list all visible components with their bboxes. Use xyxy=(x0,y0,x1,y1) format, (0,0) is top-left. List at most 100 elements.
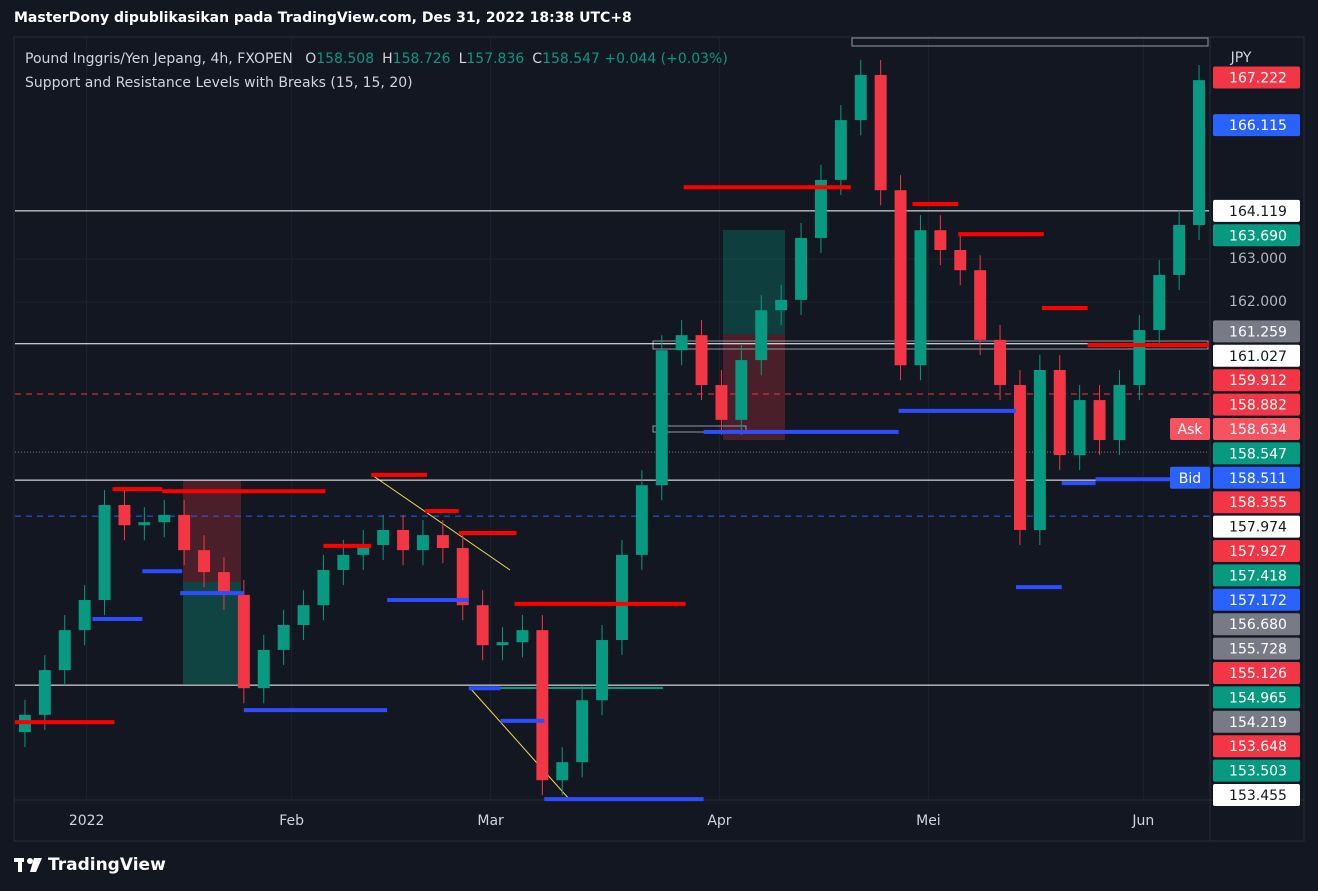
ohlc-label: C xyxy=(532,51,543,67)
candle-body xyxy=(118,505,131,526)
candle-body xyxy=(854,74,867,121)
candle-body xyxy=(297,605,310,625)
candle-body xyxy=(1193,80,1206,226)
price-tag xyxy=(1213,369,1300,392)
symbol: Pound Inggris/Yen Jepang, 4h, FXOPEN xyxy=(25,51,293,67)
candle-body xyxy=(198,550,211,573)
position-box xyxy=(183,480,241,582)
candle-body xyxy=(655,350,668,486)
candle-body xyxy=(257,649,270,689)
candle-body xyxy=(1033,369,1046,530)
candle-body xyxy=(1013,385,1026,530)
trend-line xyxy=(371,474,511,571)
candle-body xyxy=(695,335,708,386)
candle-body xyxy=(476,605,489,646)
price-tag xyxy=(1213,393,1300,416)
ohlc-value: 158.726 xyxy=(392,51,451,67)
price-tag-label: 158.882 xyxy=(1229,398,1287,414)
candle-body xyxy=(337,554,350,570)
candle-body xyxy=(556,762,569,781)
x-tick-label: Apr xyxy=(707,813,731,829)
price-tag-label: 158.355 xyxy=(1229,495,1287,511)
indicator: Support and Resistance Levels with Break… xyxy=(25,75,413,91)
price-tag xyxy=(1213,66,1300,89)
candle-body xyxy=(516,630,529,643)
candle-body xyxy=(436,535,449,549)
price-tag-label: 161.027 xyxy=(1229,349,1287,365)
candle-body xyxy=(178,514,191,551)
candle-body xyxy=(1093,400,1106,441)
candle-body xyxy=(536,630,549,781)
candle-body xyxy=(974,270,987,340)
y-tick-label: 163.000 xyxy=(1229,251,1287,267)
candle-body xyxy=(1173,225,1186,275)
candle-body xyxy=(914,230,927,366)
position-box xyxy=(723,334,785,440)
price-tag-label: 164.119 xyxy=(1229,204,1287,220)
y-tick-label: 162.000 xyxy=(1229,294,1287,310)
candle-body xyxy=(894,190,907,366)
candle-body xyxy=(1153,274,1166,330)
candle-body xyxy=(874,74,887,191)
ohlc-value: 158.508 xyxy=(316,51,375,67)
candle-body xyxy=(277,624,290,650)
price-tag-label: 167.222 xyxy=(1229,70,1287,86)
quote-tag xyxy=(1170,466,1210,489)
candle-body xyxy=(1053,369,1066,456)
x-tick-label: 2022 xyxy=(69,813,105,829)
price-tag xyxy=(1213,418,1300,440)
candle-body xyxy=(1113,385,1126,441)
price-tag xyxy=(1213,114,1300,137)
candle-body xyxy=(954,250,967,271)
candle-body xyxy=(795,237,808,300)
ohlc-label: O xyxy=(305,51,317,67)
candle-body xyxy=(834,120,847,180)
candle-body xyxy=(158,514,171,523)
price-tag xyxy=(1213,759,1300,782)
candle-body xyxy=(596,640,609,701)
price-tag xyxy=(1213,588,1300,611)
candle-body xyxy=(715,385,728,420)
x-tick-label: Jun xyxy=(1131,813,1154,829)
price-tag-label: 158.547 xyxy=(1229,446,1287,462)
candle-body xyxy=(98,505,111,601)
candle-body xyxy=(217,572,230,595)
brand: TradingView xyxy=(48,855,166,875)
price-tag xyxy=(1213,515,1300,538)
candle-body xyxy=(317,569,330,606)
candle-body xyxy=(237,594,250,689)
price-tag xyxy=(1213,710,1300,733)
price-tag-label: 154.965 xyxy=(1229,690,1287,706)
price-tag-label: 158.511 xyxy=(1229,471,1287,487)
price-tag xyxy=(1213,199,1300,222)
quote-tag-label: Bid xyxy=(1179,471,1201,487)
ohlc-label: L xyxy=(458,51,467,67)
x-tick-label: Mei xyxy=(916,813,941,829)
price-tag xyxy=(1213,344,1300,367)
candle-body xyxy=(755,310,768,361)
price-tag-label: 156.680 xyxy=(1229,617,1287,633)
candle-body xyxy=(814,179,827,238)
candle-body xyxy=(1133,329,1146,386)
candle-body xyxy=(416,535,429,551)
candle-body xyxy=(456,548,469,606)
candle-body xyxy=(1073,400,1086,456)
candle-body xyxy=(994,339,1007,386)
range-box xyxy=(652,425,747,433)
price-tag-label: 157.927 xyxy=(1229,544,1287,560)
price-tag xyxy=(1213,735,1300,758)
price-tag xyxy=(1213,540,1300,562)
price-tag-label: 157.172 xyxy=(1229,593,1287,609)
x-tick-label: Feb xyxy=(279,813,304,829)
price-tag-label: 157.418 xyxy=(1229,568,1287,584)
candle-body xyxy=(496,642,509,646)
price-tag xyxy=(1213,491,1300,514)
price-tag-label: 166.115 xyxy=(1229,118,1287,134)
candle-body xyxy=(775,299,788,311)
price-tag-label: 159.912 xyxy=(1229,373,1287,389)
trend-line xyxy=(469,687,571,801)
price-tag xyxy=(1213,686,1300,709)
candle-body xyxy=(675,335,688,351)
